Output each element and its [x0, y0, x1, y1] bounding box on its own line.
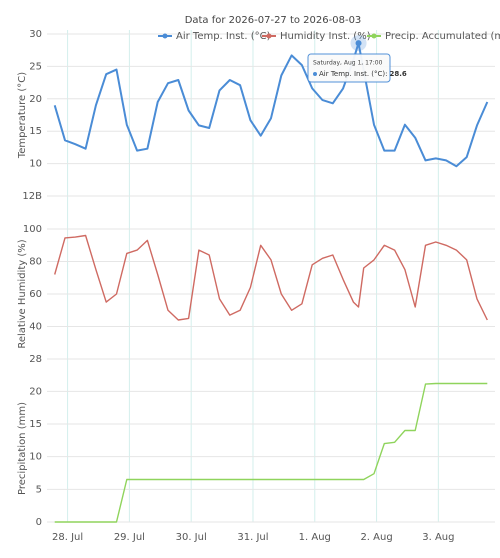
y-axis-label: Precipitation (mm)	[17, 402, 28, 495]
legend-label: Humidity Inst. (%)	[280, 31, 371, 42]
y-axis-label: Relative Humidity (%)	[17, 239, 28, 348]
tooltip-text: Air Temp. Inst. (°C): 28.6	[319, 70, 407, 78]
data-line	[54, 382, 488, 523]
y-tick-label: 30	[29, 29, 42, 40]
y-tick-label: 10	[29, 159, 42, 170]
y-tick-label: 100	[23, 224, 42, 235]
y-tick-label: 25	[29, 61, 42, 72]
y-tick-label: 15	[29, 419, 42, 430]
x-tick-label: 3. Aug	[422, 532, 454, 543]
legend-label: Air Temp. Inst. (°C)	[176, 31, 271, 42]
legend-label: Precip. Accumulated (mm)	[385, 31, 500, 42]
y-tick-label: 5	[36, 484, 42, 495]
data-line	[54, 234, 488, 321]
y-tick-label: 28	[29, 354, 42, 365]
y-tick-label: 80	[29, 257, 42, 268]
x-tick-label: 28. Jul	[52, 532, 83, 543]
tooltip-marker	[313, 72, 317, 76]
hover-point	[355, 40, 362, 47]
y-axis-label: Temperature (°C)	[17, 72, 28, 159]
y-tick-label: 40	[29, 322, 42, 333]
x-tick-label: 30. Jul	[176, 532, 207, 543]
y-tick-label: 0	[36, 517, 42, 528]
y-tick-label: 15	[29, 126, 42, 137]
tooltip-title: Saturday, Aug 1, 17:00	[313, 60, 383, 67]
y-tick-label: 12B	[22, 191, 42, 202]
y-tick-label: 10	[29, 452, 42, 463]
legend-marker	[162, 33, 168, 39]
y-tick-label: 20	[29, 386, 42, 397]
tooltip: Saturday, Aug 1, 17:00 Air Temp. Inst. (°…	[307, 53, 407, 83]
tooltip-box	[307, 53, 391, 83]
y-tick-label: 60	[29, 289, 42, 300]
x-tick-label: 2. Aug	[360, 532, 392, 543]
x-tick-label: 31. Jul	[237, 532, 268, 543]
x-tick-label: 29. Jul	[114, 532, 145, 543]
tooltip-label: Air Temp. Inst. (°C):	[319, 70, 388, 78]
data-line	[53, 42, 489, 168]
chart-title: Data for 2026-07-27 to 2026-08-03	[185, 15, 362, 26]
y-tick-label: 20	[29, 94, 42, 105]
tooltip-value: 28.6	[390, 70, 407, 78]
x-tick-label: 1. Aug	[299, 532, 331, 543]
legend-marker	[371, 33, 377, 39]
legend-marker	[266, 33, 272, 39]
